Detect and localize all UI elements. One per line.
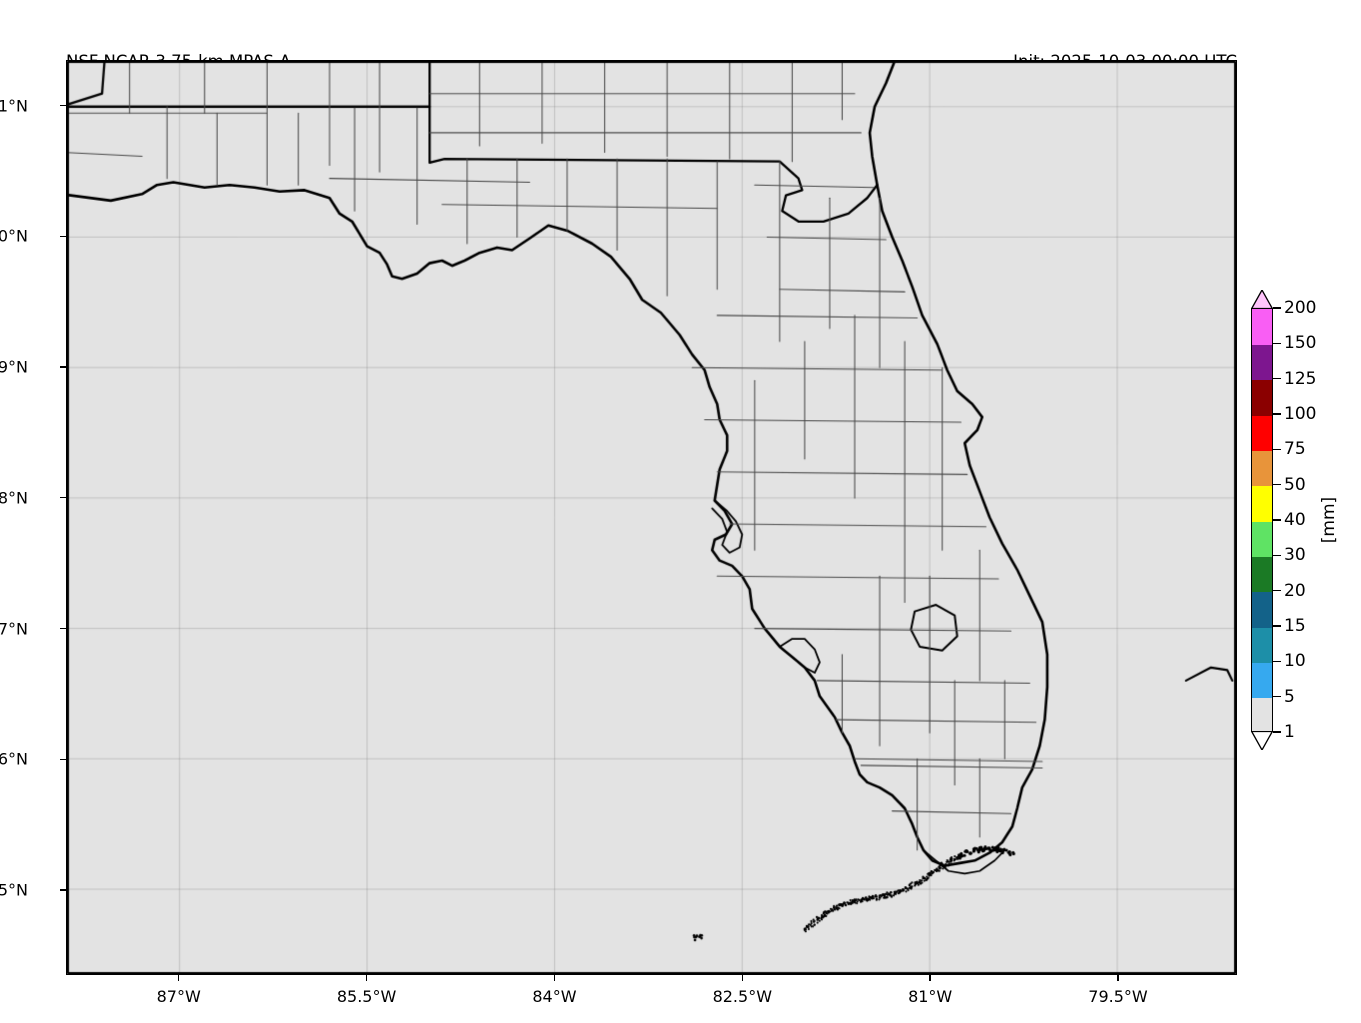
colorbar-tick-label: 15: [1284, 616, 1306, 636]
longitude-tick-mark: [741, 975, 743, 981]
longitude-tick-label: 81°W: [908, 987, 953, 1006]
colorbar-tick-label: 1: [1284, 722, 1295, 742]
latitude-tick-label: 25°N: [0, 880, 28, 900]
colorbar-tick-label: 20: [1284, 580, 1306, 601]
latitude-tick-mark: [60, 758, 66, 760]
longitude-tick-mark: [929, 975, 931, 981]
latitude-tick-label: 30°N: [0, 226, 28, 246]
longitude-tick-label: 82.5°W: [712, 987, 773, 1006]
colorbar-tick-label: 30: [1284, 545, 1306, 566]
colorbar-gradient: [1251, 308, 1273, 734]
latitude-tick-mark: [60, 235, 66, 238]
latitude-tick-label: 29°N: [0, 357, 28, 377]
colorbar-tick-mark: [1273, 413, 1281, 415]
colorbar-tick-mark: [1273, 625, 1281, 627]
colorbar-band: [1252, 309, 1272, 345]
latitude-tick-mark: [60, 497, 66, 499]
latitude-tick-mark: [60, 366, 66, 368]
longitude-tick-label: 84°W: [532, 987, 577, 1006]
colorbar-band: [1252, 379, 1272, 416]
colorbar-tick-label: 150: [1284, 333, 1317, 354]
longitude-tick-label: 79.5°W: [1088, 987, 1148, 1006]
latitude-tick-label: 28°N: [0, 488, 28, 508]
map-plot-area: [66, 60, 1237, 975]
precipitation-map-canvas: [67, 61, 1236, 974]
colorbar-band: [1252, 344, 1272, 381]
longitude-tick-mark: [365, 975, 368, 981]
colorbar-tick-mark: [1273, 554, 1281, 557]
longitude-tick-label: 87°W: [156, 987, 201, 1006]
colorbar-tick-label: 200: [1284, 298, 1317, 318]
colorbar: 200 150 125 100 75 50 40 30 20 15 10 5 1 [mm]: [1251, 290, 1351, 750]
colorbar-tick-label: 125: [1284, 368, 1317, 389]
colorbar-tick-mark: [1273, 519, 1281, 521]
latitude-tick-mark: [60, 105, 66, 107]
colorbar-tick-mark: [1273, 307, 1281, 309]
latitude-tick-mark: [60, 889, 66, 891]
colorbar-band: [1252, 450, 1272, 487]
colorbar-tick-mark: [1273, 483, 1281, 486]
colorbar-tick-mark: [1273, 342, 1281, 345]
colorbar-tick-mark: [1273, 448, 1281, 451]
longitude-tick-label: 85.5°W: [336, 987, 397, 1006]
colorbar-tick-mark: [1273, 589, 1281, 592]
latitude-tick-label: 31°N: [0, 96, 28, 116]
colorbar-band: [1252, 485, 1272, 522]
colorbar-under-arrow: [1251, 731, 1273, 750]
colorbar-tick-label: 10: [1284, 651, 1306, 672]
colorbar-tick-label: 100: [1284, 404, 1317, 424]
colorbar-tick-label: 75: [1284, 439, 1306, 460]
longitude-tick-mark: [178, 975, 180, 981]
colorbar-band: [1252, 556, 1272, 593]
colorbar-band: [1252, 591, 1272, 628]
latitude-tick-mark: [60, 627, 66, 630]
colorbar-units-label: [mm]: [1319, 496, 1339, 544]
colorbar-band: [1252, 415, 1272, 451]
colorbar-tick-mark: [1273, 695, 1281, 698]
colorbar-tick-label: 40: [1284, 510, 1306, 530]
colorbar-band: [1252, 627, 1272, 663]
colorbar-tick-mark: [1273, 377, 1281, 380]
colorbar-tick-mark: [1273, 731, 1281, 733]
longitude-tick-mark: [553, 975, 556, 981]
colorbar-band: [1252, 697, 1272, 734]
colorbar-band: [1252, 662, 1272, 699]
colorbar-tick-label: 50: [1284, 474, 1306, 495]
colorbar-tick-mark: [1273, 660, 1281, 663]
colorbar-band: [1252, 521, 1272, 557]
latitude-tick-label: 26°N: [0, 749, 28, 769]
latitude-tick-label: 27°N: [0, 619, 28, 639]
colorbar-tick-label: 5: [1284, 686, 1295, 707]
longitude-tick-mark: [1117, 975, 1119, 981]
colorbar-over-arrow: [1251, 290, 1273, 309]
